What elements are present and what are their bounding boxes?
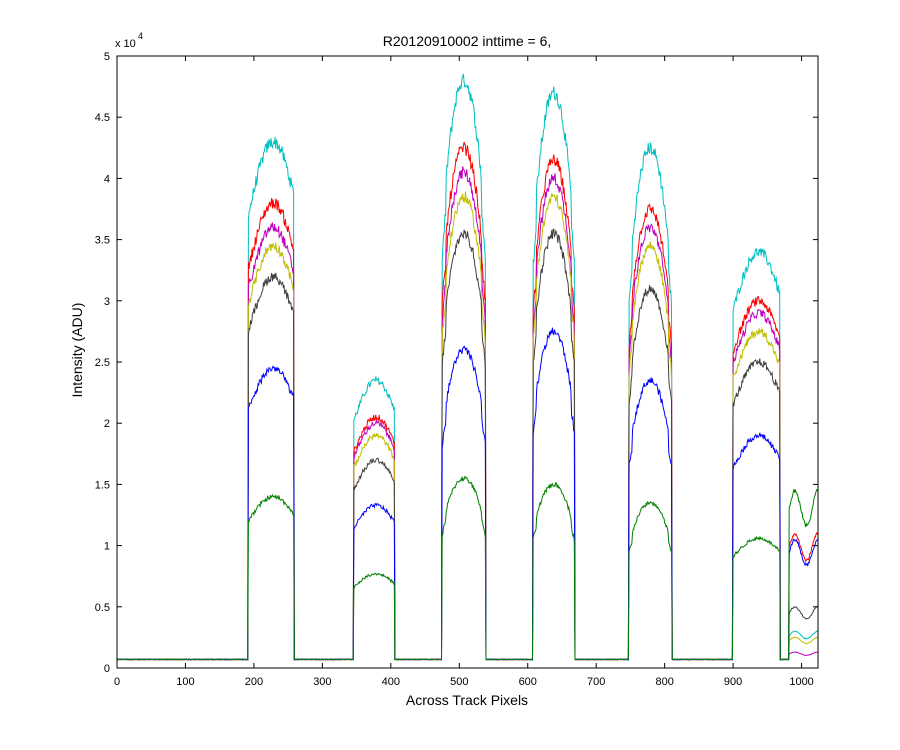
y-tick-label: 2.5 (95, 357, 110, 369)
y-axis-exponent-power: 4 (138, 31, 143, 41)
series-lines (116, 73, 819, 662)
y-tick-label: 0.5 (95, 602, 110, 614)
x-tick-label: 700 (587, 676, 605, 688)
y-axis: 0 0.5 1 1.5 2 2.5 3 3.5 4 4.5 5 (95, 51, 818, 675)
y-tick-label: 1 (104, 541, 110, 553)
y-axis-exponent-base: x 10 (115, 38, 136, 50)
x-tick-label: 200 (245, 676, 263, 688)
x-tick-label: 300 (313, 676, 331, 688)
x-tick-label: 900 (724, 676, 742, 688)
y-tick-label: 5 (104, 51, 110, 63)
series-line (116, 475, 819, 661)
y-tick-label: 1.5 (95, 479, 110, 491)
x-tick-label: 500 (450, 676, 468, 688)
y-tick-label: 0 (104, 663, 110, 675)
y-tick-label: 4 (104, 173, 110, 185)
x-tick-label: 800 (655, 676, 673, 688)
x-tick-label: 600 (519, 676, 537, 688)
x-tick-label: 400 (382, 676, 400, 688)
x-tick-label: 0 (114, 676, 120, 688)
y-tick-label: 2 (104, 418, 110, 430)
y-axis-label: Intensity (ADU) (69, 303, 85, 398)
y-tick-label: 4.5 (95, 112, 110, 124)
y-tick-label: 3.5 (95, 235, 110, 247)
x-axis-label: Across Track Pixels (406, 692, 528, 708)
x-tick-label: 100 (176, 676, 194, 688)
x-axis: 0 100 200 300 400 500 600 700 800 900 1000 (114, 56, 814, 688)
chart-title: R20120910002 inttime = 6, (383, 33, 552, 49)
y-tick-label: 3 (104, 296, 110, 308)
x-tick-label: 1000 (789, 676, 813, 688)
